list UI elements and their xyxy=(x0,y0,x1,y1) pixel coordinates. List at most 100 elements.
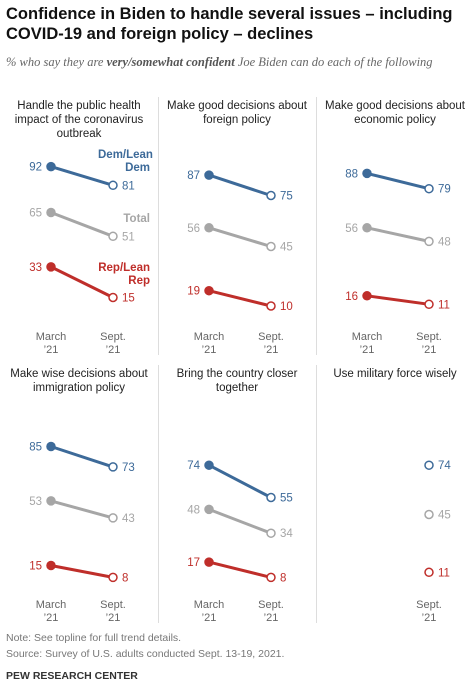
point xyxy=(362,291,372,301)
subtitle-emphasis: very/somewhat confident xyxy=(106,55,235,69)
panel-title: Make good decisions about economic polic… xyxy=(324,100,465,126)
separator xyxy=(158,97,159,355)
point xyxy=(108,231,118,242)
point xyxy=(204,557,214,567)
value-label: 15 xyxy=(29,561,42,573)
series-line xyxy=(366,171,430,191)
x-tick-label: Sept. ’21 xyxy=(258,599,284,624)
point xyxy=(266,492,276,503)
x-tick-label: Sept. ’21 xyxy=(416,599,442,624)
panel: Use military force wisely 74 45 11 Sept. ’21 xyxy=(316,363,474,628)
value-label: 8 xyxy=(122,572,128,584)
value-label: 75 xyxy=(280,191,293,203)
point xyxy=(204,285,214,296)
value-label: 74 xyxy=(438,460,451,472)
point xyxy=(362,223,372,233)
value-label: 33 xyxy=(29,262,42,274)
x-tick-label: Sept. ’21 xyxy=(416,331,442,356)
value-label: 51 xyxy=(122,231,135,243)
value-label: 56 xyxy=(345,223,358,235)
value-label: 55 xyxy=(280,493,293,505)
panel-plot: 87 75 56 45 19 10 xyxy=(187,170,293,313)
series-line xyxy=(50,165,114,187)
point xyxy=(424,567,434,578)
point xyxy=(204,460,214,470)
panel: Bring the country closer together 74 55 48 3… xyxy=(158,363,316,628)
legend-label: Dem/Lean Dem xyxy=(98,149,153,175)
series-line xyxy=(50,265,114,299)
value-label: 19 xyxy=(187,286,200,298)
value-label: 56 xyxy=(187,223,200,235)
separator xyxy=(316,365,317,623)
point xyxy=(46,262,56,272)
x-tick-label: March ’21 xyxy=(351,331,383,356)
value-label: 48 xyxy=(187,504,200,516)
value-label: 65 xyxy=(29,208,42,220)
panel-title: Handle the public health impact of the c… xyxy=(14,100,144,140)
value-label: 45 xyxy=(280,242,293,254)
title: Confidence in Biden to handle several is… xyxy=(6,5,453,43)
x-tick-label: March ’21 xyxy=(35,599,67,624)
value-label: 53 xyxy=(29,496,42,508)
value-label: 15 xyxy=(122,293,135,305)
point xyxy=(46,207,56,218)
value-label: 11 xyxy=(438,299,450,311)
panel: Make wise decisions about immigration po… xyxy=(0,363,158,628)
panel-plot: 92 81 65 51 33 15 xyxy=(29,161,135,305)
value-label: 43 xyxy=(122,513,135,525)
point xyxy=(46,441,56,452)
series-line xyxy=(50,564,114,579)
value-label: 74 xyxy=(187,460,200,472)
panel-plot: 74 45 11 xyxy=(424,460,451,579)
value-label: 34 xyxy=(280,528,293,540)
value-label: 81 xyxy=(122,180,135,192)
subtitle-part: Joe Biden can do each of the following xyxy=(234,55,433,69)
panel-title: Bring the country closer together xyxy=(176,368,298,394)
series-line xyxy=(50,499,114,520)
point xyxy=(46,161,56,172)
separator xyxy=(158,365,159,623)
value-label: 8 xyxy=(280,572,286,584)
subtitle: % who say they are very/somewhat confide… xyxy=(6,54,468,70)
separator xyxy=(316,97,317,355)
panel-plot: 88 79 56 48 16 11 xyxy=(345,168,451,311)
subtitle-part: % who say they are xyxy=(6,55,107,69)
point xyxy=(266,301,276,311)
series-line xyxy=(208,560,272,579)
value-label: 16 xyxy=(345,291,358,303)
panel-title: Make good decisions about foreign policy xyxy=(166,100,307,126)
x-tick-label: Sept. ’21 xyxy=(100,331,126,356)
panel-title: Use military force wisely xyxy=(333,368,457,380)
legend-label: Total xyxy=(123,213,150,226)
value-label: 85 xyxy=(29,442,42,454)
point xyxy=(204,223,214,233)
point xyxy=(424,183,434,194)
point xyxy=(266,572,276,583)
value-label: 10 xyxy=(280,301,293,313)
series-line xyxy=(208,463,272,499)
note: Note: See topline for full trend details… xyxy=(6,632,182,644)
point xyxy=(266,241,276,252)
value-label: 73 xyxy=(122,462,135,474)
series-line xyxy=(366,226,430,243)
point xyxy=(424,236,434,247)
credit: PEW RESEARCH CENTER xyxy=(6,670,138,682)
panel: Make good decisions about economic polic… xyxy=(316,95,474,360)
point xyxy=(204,504,214,515)
legend-label: Rep/Lean Rep xyxy=(98,261,150,287)
point xyxy=(108,572,118,583)
panel-plot: 85 73 53 43 15 8 xyxy=(29,441,135,585)
point xyxy=(46,496,56,506)
panel: Make good decisions about foreign policy… xyxy=(158,95,316,360)
series-line xyxy=(208,226,272,248)
x-tick-label: March ’21 xyxy=(193,331,225,356)
value-label: 88 xyxy=(345,168,358,180)
series-line xyxy=(208,289,272,308)
point xyxy=(424,509,434,520)
value-label: 79 xyxy=(438,184,451,196)
value-label: 87 xyxy=(187,170,200,182)
series-line xyxy=(50,211,114,238)
panel-title: Make wise decisions about immigration po… xyxy=(10,368,148,394)
value-label: 92 xyxy=(29,162,42,174)
